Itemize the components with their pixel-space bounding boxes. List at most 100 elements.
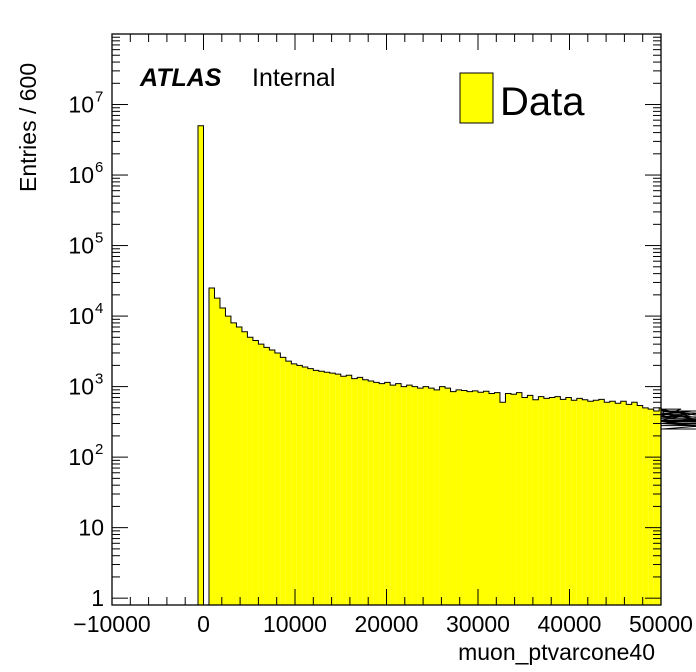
histogram-bin <box>516 392 522 605</box>
histogram-bin <box>390 385 396 605</box>
histogram-bin <box>499 402 506 605</box>
histogram-bin <box>357 377 363 605</box>
histogram-bin <box>346 375 352 605</box>
histogram-bin <box>642 407 649 605</box>
histogram-bin <box>620 401 627 605</box>
histogram-bin <box>626 404 632 605</box>
histogram-bin <box>538 396 544 605</box>
histogram-bin <box>351 378 358 605</box>
axis-ticks <box>111 34 662 605</box>
histogram-bin <box>395 383 402 605</box>
histogram-bin <box>549 397 555 605</box>
y-tick-label: 10 <box>68 233 94 259</box>
histogram-bin <box>648 409 654 605</box>
histogram-bin <box>384 382 391 605</box>
histogram-bin <box>439 386 446 605</box>
histogram-bin <box>543 398 550 605</box>
histogram-bin <box>560 399 566 605</box>
histogram-bin <box>296 365 303 605</box>
histogram-bin <box>329 373 336 605</box>
histogram-bin <box>637 405 643 605</box>
histogram-bin <box>434 389 440 605</box>
histogram-bars <box>197 125 696 606</box>
histogram-bin <box>379 383 385 605</box>
histogram-bin <box>307 368 314 605</box>
histogram-bin <box>609 401 616 605</box>
histogram-bin <box>313 370 319 605</box>
histogram-bin <box>456 389 462 605</box>
histogram-bin <box>565 397 572 605</box>
y-tick-exponent: 2 <box>95 441 103 458</box>
y-tick-label: 10 <box>68 92 94 118</box>
histogram-bin <box>428 388 435 605</box>
y-axis-title: Entries / 600 <box>15 63 41 192</box>
x-tick-label: 0 <box>197 611 210 637</box>
histogram-bin <box>335 374 341 605</box>
y-tick-exponent: 5 <box>95 230 103 247</box>
histogram-bin <box>252 340 259 605</box>
histogram-bin <box>615 403 621 605</box>
histogram-bin <box>653 411 660 605</box>
histogram-bin <box>263 347 270 605</box>
histogram-bin <box>362 379 369 605</box>
histogram-bin <box>291 363 297 605</box>
histogram-bin <box>488 393 495 605</box>
histogram-bin <box>198 125 204 606</box>
histogram-bin <box>521 397 528 605</box>
histogram-bin <box>510 394 517 605</box>
histogram-bin <box>401 386 407 605</box>
y-tick-label: 10 <box>68 374 94 400</box>
histogram-bin <box>532 399 539 605</box>
histogram-bin <box>554 396 561 605</box>
y-tick-exponent: 4 <box>95 300 103 317</box>
y-tick-exponent: 7 <box>95 89 103 106</box>
histogram-bin <box>274 352 281 605</box>
histogram-bin <box>483 391 489 605</box>
histogram-bin <box>478 392 484 605</box>
histogram-bin <box>450 391 457 605</box>
histogram-bin <box>582 399 588 605</box>
legend-swatch <box>459 72 494 124</box>
histogram-bin <box>445 388 451 605</box>
histogram-bin <box>318 371 325 605</box>
histogram-bin <box>225 316 231 605</box>
histogram-bin <box>467 391 473 605</box>
histogram-bin <box>373 382 380 605</box>
histogram-bin <box>285 361 292 605</box>
histogram-bin <box>505 393 511 605</box>
histogram-bin <box>406 385 413 605</box>
histogram-bin <box>280 357 286 605</box>
histogram-bin <box>587 401 594 605</box>
atlas-label: ATLAS <box>139 64 222 92</box>
histogram-bin <box>269 350 275 605</box>
y-tick-exponent: 3 <box>95 371 103 388</box>
histogram-bin <box>258 344 264 605</box>
x-tick-label: 20000 <box>355 611 419 637</box>
histogram-bin <box>631 402 638 605</box>
y-tick-label: 10 <box>68 303 94 329</box>
x-tick-label: −10000 <box>73 611 150 637</box>
histogram-bin <box>219 308 226 605</box>
histogram-bin <box>208 288 215 605</box>
histogram-bin <box>236 327 242 605</box>
x-axis-title: muon_ptvarcone40 <box>458 639 655 665</box>
histogram-bin <box>423 386 429 605</box>
histogram-bin <box>324 372 330 605</box>
histogram-bin <box>598 399 605 605</box>
y-tick-label: 10 <box>68 444 94 470</box>
histogram-outline <box>197 125 696 606</box>
x-tick-label: 40000 <box>538 611 602 637</box>
y-tick-label: 1 <box>91 585 104 611</box>
histogram-bin <box>247 337 253 605</box>
histogram-bin <box>230 322 237 605</box>
histogram-bin <box>472 390 478 605</box>
x-tick-labels: −10000 0 10000 20000 30000 40000 50000 <box>73 611 693 637</box>
legend-label: Data <box>500 80 585 124</box>
y-tick-exponent: 6 <box>95 159 103 176</box>
histogram-bin <box>368 381 374 605</box>
histogram-bin <box>214 298 220 605</box>
histogram-bin <box>417 388 424 605</box>
x-tick-label: 50000 <box>629 611 693 637</box>
